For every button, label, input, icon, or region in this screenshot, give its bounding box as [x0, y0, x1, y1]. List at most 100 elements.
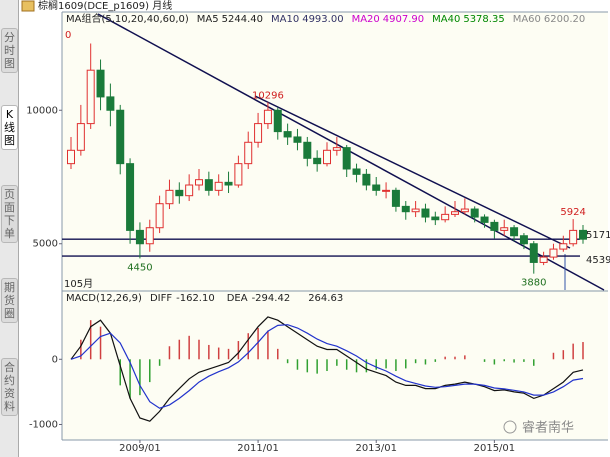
- candle-body: [283, 131, 292, 138]
- candle-body: [254, 123, 263, 143]
- tab[interactable]: 期货圈: [1, 278, 18, 323]
- candle-body: [234, 163, 243, 186]
- candle-body: [519, 235, 528, 245]
- candle-body: [313, 157, 322, 165]
- y-tick-label: 0: [52, 354, 58, 365]
- candle-body: [500, 227, 509, 231]
- candle-body: [76, 123, 85, 151]
- tab[interactable]: K线图: [1, 105, 18, 150]
- candle-body: [431, 216, 440, 221]
- side-bar: 分时图 K线图 页面下单 期货圈 合约资料: [0, 0, 19, 457]
- period-label: 105月: [64, 278, 93, 290]
- macd-line: [70, 316, 584, 422]
- tab[interactable]: 分时图: [1, 28, 18, 73]
- plot-area: [62, 12, 608, 440]
- candle-body: [451, 211, 459, 215]
- annotation: 4450: [127, 262, 152, 273]
- candle-body: [155, 203, 164, 229]
- legend-title: MACD(12,26,9): [66, 293, 142, 304]
- legend-value: -162.10: [176, 293, 215, 304]
- annotation: 10296: [252, 90, 284, 101]
- candle-body: [96, 69, 105, 98]
- candle-body: [293, 136, 302, 143]
- watermark-icon: [503, 420, 517, 434]
- candle-body: [332, 147, 341, 151]
- candle-body: [273, 109, 282, 133]
- legend-name: DIFF: [150, 293, 172, 304]
- legend-value: 5378.35: [463, 14, 504, 25]
- legend-value: 5244.40: [222, 14, 263, 25]
- candle-body: [490, 221, 499, 231]
- candle-body: [214, 181, 223, 191]
- legend-value: -294.42: [252, 293, 291, 304]
- candle-body: [421, 208, 430, 218]
- y-tick-label: 10000: [26, 105, 58, 116]
- legend-name: MA5: [197, 14, 219, 25]
- candle-body: [549, 248, 558, 258]
- watermark: 睿者南华: [522, 420, 574, 436]
- x-tick-label: 2009/01: [119, 443, 161, 454]
- candle-body: [480, 216, 489, 223]
- candle-body: [460, 208, 469, 213]
- candle-body: [539, 256, 548, 263]
- candle-body: [323, 149, 331, 165]
- level-label: 4539: [586, 255, 610, 266]
- candle-body: [116, 109, 125, 165]
- candle-body: [175, 189, 184, 197]
- legend-title: MA组合(5,10,20,40,60,0): [66, 12, 189, 25]
- candle-body: [441, 213, 450, 221]
- candle-body: [579, 229, 587, 240]
- legend-value: 6200.20: [544, 14, 585, 25]
- candle-body: [67, 149, 75, 165]
- candle-body: [195, 179, 203, 186]
- candle-body: [362, 173, 371, 186]
- candle-body: [510, 227, 519, 237]
- candle-body: [126, 163, 135, 231]
- candle-body: [185, 184, 194, 197]
- legend-name: MA40: [432, 14, 460, 25]
- start-label: 0: [65, 30, 71, 41]
- window-title: 棕榈1609(DCE_p1609) 月线: [38, 0, 172, 12]
- candle-body: [569, 229, 578, 245]
- candle-body: [401, 205, 410, 213]
- x-tick-label: 2013/01: [355, 443, 397, 454]
- candle-body: [372, 184, 381, 191]
- tab[interactable]: 页面下单: [1, 185, 18, 243]
- candle-body: [145, 227, 154, 245]
- candle-body: [342, 147, 351, 170]
- candle-body: [86, 69, 95, 125]
- candle-body: [106, 96, 115, 111]
- legend-value: 4993.00: [302, 14, 343, 25]
- legend-name: DEA: [227, 293, 248, 304]
- candle-body: [135, 229, 144, 245]
- annotation: 5924: [560, 207, 585, 218]
- legend-name: MA60: [513, 14, 541, 25]
- candle-body: [559, 243, 568, 250]
- candle-body: [224, 181, 233, 186]
- legend-value: 264.63: [308, 293, 343, 304]
- icon: [21, 0, 35, 12]
- candle-body: [470, 208, 479, 218]
- candle-body: [391, 189, 400, 207]
- candle-body: [529, 243, 538, 263]
- legend-name: MA10: [271, 14, 299, 25]
- candle-body: [411, 208, 420, 213]
- candle-body: [244, 141, 253, 165]
- annotation: 3880: [521, 278, 546, 289]
- candle-body: [165, 189, 174, 205]
- level-label: 5171: [586, 230, 610, 241]
- trend-line: [97, 13, 605, 291]
- tab[interactable]: 合约资料: [1, 358, 18, 416]
- x-tick-label: 2015/01: [474, 443, 516, 454]
- y-tick-label: -1000: [29, 419, 58, 430]
- legend-name: MA20: [352, 14, 380, 25]
- candle-body: [303, 141, 312, 159]
- candle-body: [382, 189, 391, 192]
- x-tick-label: 2011/01: [237, 443, 279, 454]
- legend-value: 4907.90: [383, 14, 424, 25]
- macd-line: [70, 324, 584, 409]
- trend-line: [254, 95, 571, 249]
- y-tick-label: 5000: [33, 239, 58, 250]
